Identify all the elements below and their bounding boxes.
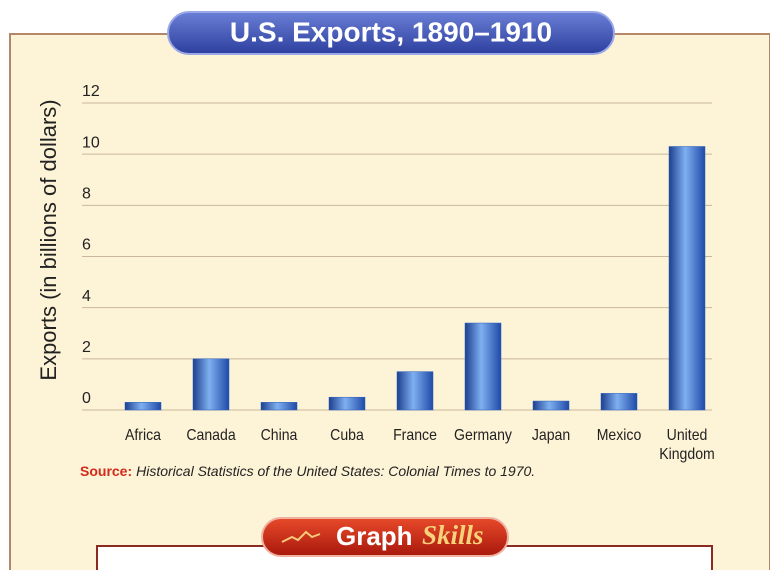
x-tick-label: Cuba <box>330 427 364 444</box>
y-tick-label: 12 <box>82 83 100 100</box>
banner-word1: Graph <box>336 521 413 551</box>
y-tick-label: 10 <box>82 134 100 151</box>
y-tick-label: 0 <box>82 390 91 407</box>
x-tick-label: Canada <box>186 427 236 444</box>
source-text: Historical Statistics of the United Stat… <box>136 463 535 479</box>
bar <box>396 371 434 411</box>
y-tick-label: 2 <box>82 339 91 356</box>
x-tick-label: United Kingdom <box>659 427 715 463</box>
y-tick-label: 6 <box>82 237 91 254</box>
bar <box>260 402 298 411</box>
source: Source: Historical Statistics of the Unit… <box>80 463 535 479</box>
y-tick-label: 8 <box>82 186 91 203</box>
x-tick-label: Germany <box>454 427 512 444</box>
panel <box>9 33 770 570</box>
banner-icon <box>281 530 321 543</box>
x-tick-label: Japan <box>531 427 571 444</box>
source-label: Source: <box>80 463 132 479</box>
bar <box>464 322 502 411</box>
x-tick-label: Mexico <box>596 427 642 444</box>
bar <box>668 146 706 411</box>
x-tick-label: China <box>260 427 298 444</box>
banner-word2: Skills <box>422 520 484 550</box>
banner-pill <box>261 517 509 557</box>
y-axis-label: Exports (in billions of dollars) <box>36 99 61 380</box>
x-tick-label: Africa <box>125 427 161 444</box>
bar <box>328 396 366 411</box>
bar <box>532 400 570 411</box>
bar <box>600 393 638 411</box>
chart-title: U.S. Exports, 1890–1910 <box>230 16 552 47</box>
x-tick-label: France <box>393 427 437 444</box>
bar <box>124 402 162 411</box>
bar <box>192 358 230 411</box>
y-tick-label: 4 <box>82 288 91 305</box>
title-pill <box>167 11 615 55</box>
